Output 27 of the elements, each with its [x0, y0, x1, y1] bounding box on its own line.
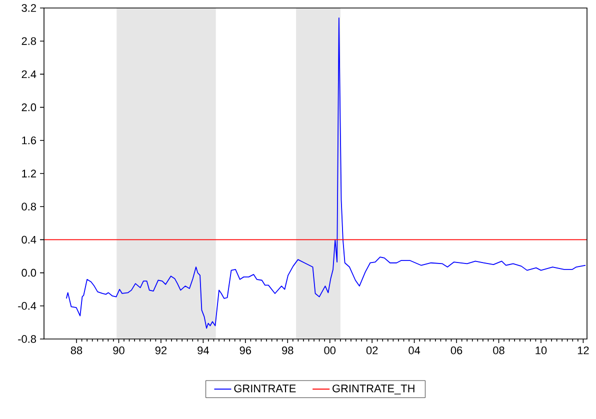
x-tick-label: 96 [240, 346, 252, 354]
x-tick-label: 04 [408, 346, 420, 354]
line-series [66, 17, 586, 329]
y-tick-label: 1.6 [22, 136, 36, 144]
y-tick-label: 2.0 [22, 103, 36, 112]
x-tick-label: 02 [366, 346, 378, 354]
legend-label: GRINTRATE_TH [332, 384, 414, 394]
y-tick-label: 2.8 [22, 37, 36, 45]
x-tick-label: 12 [578, 346, 589, 354]
x-tick-label: 10 [536, 346, 547, 354]
y-tick-label: -0.8 [18, 335, 36, 343]
x-tick-label: 94 [198, 346, 209, 354]
x-tick-label: 00 [324, 346, 336, 354]
legend-label: GRINTRATE [234, 384, 296, 392]
y-tick-label: 2.4 [22, 70, 36, 78]
x-tick-label: 90 [113, 346, 124, 354]
y-tick-label: 0.4 [22, 236, 36, 244]
y-tick-label: -0.4 [18, 302, 36, 310]
y-tick-label: 1.2 [22, 170, 36, 178]
x-tick-label: 92 [155, 346, 167, 354]
x-tick-label: 88 [70, 346, 82, 354]
y-tick-label: 0.8 [22, 202, 36, 210]
y-tick-label: 0.0 [22, 268, 36, 277]
x-tick-label: 08 [493, 346, 504, 354]
y-tick-label: 3.2 [22, 4, 36, 12]
x-tick-label: 98 [282, 346, 294, 354]
x-tick-label: 06 [450, 346, 462, 354]
